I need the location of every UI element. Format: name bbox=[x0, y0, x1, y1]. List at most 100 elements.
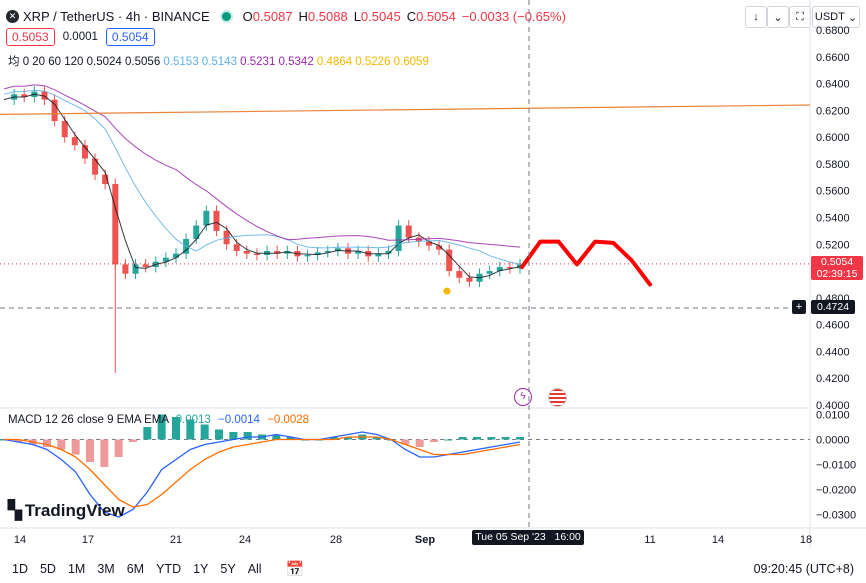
crosshair-price-tag: 0.4724 bbox=[811, 300, 855, 314]
projection-drawing bbox=[520, 239, 652, 287]
macd-histogram-bar bbox=[200, 424, 209, 440]
candle bbox=[304, 255, 311, 257]
event-marker bbox=[443, 287, 451, 295]
x-tick-label: 24 bbox=[239, 534, 251, 546]
candle bbox=[496, 267, 503, 272]
macd-histogram-bar bbox=[329, 437, 338, 440]
range-button-6m[interactable]: 6M bbox=[126, 562, 145, 576]
y-tick-label: 0.4600 bbox=[816, 320, 850, 332]
y-tick-label: 0.6800 bbox=[816, 25, 850, 37]
range-button-1y[interactable]: 1Y bbox=[193, 562, 209, 576]
macd-histogram-bar bbox=[100, 439, 109, 467]
candle bbox=[456, 271, 463, 278]
candle bbox=[61, 121, 68, 138]
trend-line bbox=[0, 104, 811, 115]
tradingview-logo: ▚ TradingView bbox=[8, 500, 125, 520]
sell-price-button[interactable]: 0.5053 bbox=[6, 28, 55, 46]
candle bbox=[203, 210, 210, 226]
change-value: −0.0033 (−0.65%) bbox=[461, 8, 566, 24]
tradingview-logo-icon: ▚ bbox=[8, 500, 22, 520]
candle bbox=[213, 210, 220, 231]
bottom-toolbar: 1D 5D 1M 3M 6M YTD 1Y 5Y All 📅 09:20:45 (UTC+8) bbox=[0, 555, 866, 583]
range-button-5d[interactable]: 5D bbox=[39, 562, 56, 576]
ma-value-5: 0.5342 bbox=[275, 56, 314, 68]
x-tick-label: 17 bbox=[82, 534, 94, 546]
y-tick-label: 0.5600 bbox=[816, 186, 850, 198]
range-button-all[interactable]: All bbox=[247, 562, 262, 576]
macd-y-tick-label: −0.0300 bbox=[816, 510, 856, 522]
range-button-3m[interactable]: 3M bbox=[97, 562, 115, 576]
candle bbox=[233, 244, 240, 251]
macd-histogram-bar bbox=[516, 437, 524, 440]
ma-legend[interactable]: 均 0 20 60 120 0.5024 0.5056 0.5153 0.514… bbox=[8, 53, 429, 69]
y-tick-label: 0.5200 bbox=[816, 239, 850, 251]
candle bbox=[71, 137, 78, 146]
macd-y-tick-label: 0.0100 bbox=[816, 410, 850, 422]
candle bbox=[173, 253, 179, 258]
macd-histogram-bar bbox=[86, 439, 94, 462]
clock-timezone[interactable]: 09:20:45 (UTC+8) bbox=[753, 562, 854, 576]
macd-histogram-bar bbox=[458, 437, 467, 440]
ma-line-ma120 bbox=[3, 84, 521, 248]
macd-histogram-bar bbox=[344, 437, 352, 440]
lightning-event-icon[interactable]: ϟ bbox=[514, 388, 532, 406]
symbol-title[interactable]: XRP / TetherUS · 4h · BINANCE bbox=[23, 8, 210, 24]
macd-line bbox=[3, 431, 521, 518]
candle bbox=[102, 174, 109, 185]
y-tick-label: 0.4200 bbox=[816, 373, 850, 385]
date-range-icon[interactable]: 📅 bbox=[285, 561, 305, 578]
macd-legend[interactable]: MACD 12 26 close 9 EMA EMA 0.0013 −0.001… bbox=[8, 414, 310, 426]
macd-histogram-bar bbox=[186, 419, 195, 440]
candle bbox=[193, 225, 200, 239]
range-button-5y[interactable]: 5Y bbox=[220, 562, 236, 576]
candle bbox=[92, 158, 99, 175]
candle bbox=[122, 264, 129, 274]
signal-line bbox=[4, 436, 521, 508]
ma-value-2: 0.5153 bbox=[160, 56, 199, 68]
close-value: 0.5054 bbox=[416, 8, 456, 24]
macd-histogram-bar bbox=[243, 432, 252, 440]
range-button-1m[interactable]: 1M bbox=[67, 562, 86, 576]
low-value: 0.5045 bbox=[360, 8, 401, 24]
macd-histogram-bar bbox=[215, 429, 223, 440]
candle bbox=[243, 250, 250, 254]
ma-value-8: 0.6059 bbox=[390, 56, 429, 68]
candle bbox=[162, 257, 169, 262]
candle bbox=[517, 264, 523, 269]
x-tick-label: 11 bbox=[644, 534, 655, 546]
y-tick-label: 0.4400 bbox=[816, 346, 850, 358]
macd-histogram-bar bbox=[286, 437, 295, 440]
open-value: 0.5087 bbox=[252, 8, 293, 24]
add-plus-icon[interactable]: + bbox=[792, 300, 806, 314]
macd-histogram-bar bbox=[430, 439, 438, 442]
chevron-down-icon[interactable]: ⌄ bbox=[767, 6, 789, 28]
macd-histogram-bar bbox=[57, 439, 66, 450]
y-tick-label: 0.5800 bbox=[816, 159, 850, 171]
macd-histogram-bar bbox=[43, 439, 51, 447]
currency-select[interactable]: USDT ⌄ bbox=[812, 6, 860, 28]
scroll-down-icon[interactable]: ↓ bbox=[745, 6, 767, 28]
ma-value-3: 0.5143 bbox=[198, 56, 237, 68]
macd-y-tick-label: 0.0000 bbox=[816, 435, 850, 447]
x-tick-label: Sep bbox=[415, 534, 435, 546]
y-tick-label: 0.6200 bbox=[816, 105, 850, 117]
macd-histogram-bar bbox=[444, 439, 453, 441]
us-flag-event-icon[interactable] bbox=[548, 388, 567, 407]
y-tick-label: 0.6400 bbox=[816, 79, 850, 91]
candle bbox=[142, 264, 149, 268]
candle bbox=[436, 245, 443, 250]
candle bbox=[274, 250, 281, 254]
x-tick-label: 18 bbox=[800, 534, 812, 546]
range-button-1d[interactable]: 1D bbox=[12, 562, 28, 576]
candle bbox=[132, 264, 139, 274]
buy-price-button[interactable]: 0.5054 bbox=[105, 28, 155, 46]
x-tick-label: 14 bbox=[14, 534, 26, 546]
candle bbox=[324, 250, 331, 253]
macd-histogram-bar bbox=[473, 437, 481, 440]
candle bbox=[385, 250, 392, 254]
range-button-ytd[interactable]: YTD bbox=[156, 562, 182, 576]
ma-line-ma20 bbox=[3, 93, 521, 279]
macd-histogram-bar bbox=[71, 439, 80, 455]
macd-histogram-bar bbox=[487, 437, 496, 440]
